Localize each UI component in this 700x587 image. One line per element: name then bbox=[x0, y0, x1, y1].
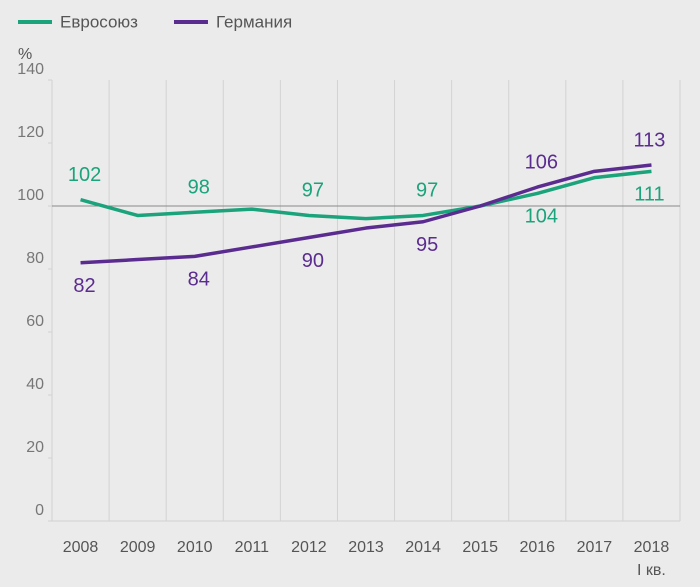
legend-label: Евросоюз bbox=[60, 12, 138, 31]
data-label: 97 bbox=[302, 180, 324, 202]
annotation: I кв. bbox=[637, 562, 666, 579]
line-series bbox=[80, 163, 652, 265]
data-label: 104 bbox=[525, 206, 558, 228]
y-tick-label: 140 bbox=[17, 61, 44, 78]
x-tick-label: 2014 bbox=[405, 539, 441, 556]
x-tick-label: 2008 bbox=[63, 539, 99, 556]
data-label: 90 bbox=[302, 250, 324, 272]
y-axis-label: % bbox=[18, 46, 32, 63]
data-label: 113 bbox=[634, 129, 666, 151]
x-tick-label: 2018 bbox=[634, 539, 670, 556]
data-label: 84 bbox=[188, 269, 210, 291]
x-tick-label: 2013 bbox=[348, 539, 384, 556]
y-tick-label: 80 bbox=[26, 250, 44, 267]
x-tick-label: 2016 bbox=[519, 539, 555, 556]
data-label: 102 bbox=[68, 164, 101, 186]
x-tick-label: 2012 bbox=[291, 539, 327, 556]
y-tick-label: 60 bbox=[26, 313, 44, 330]
y-tick-label: 40 bbox=[26, 376, 44, 393]
x-tick-label: 2017 bbox=[577, 539, 613, 556]
y-tick-label: 0 bbox=[35, 502, 44, 519]
x-tick-label: 2015 bbox=[462, 539, 498, 556]
data-label: 106 bbox=[525, 151, 558, 173]
y-tick-label: 100 bbox=[17, 187, 44, 204]
x-tick-label: 2011 bbox=[235, 539, 270, 556]
data-label: 111 bbox=[634, 184, 664, 206]
legend-label: Германия bbox=[216, 12, 292, 31]
data-label: 95 bbox=[416, 234, 438, 256]
data-label: 82 bbox=[73, 275, 95, 297]
y-tick-label: 20 bbox=[26, 439, 44, 456]
x-tick-label: 2009 bbox=[120, 539, 156, 556]
x-tick-label: 2010 bbox=[177, 539, 213, 556]
y-tick-label: 120 bbox=[17, 124, 44, 141]
data-label: 98 bbox=[188, 177, 210, 199]
data-label: 97 bbox=[416, 180, 438, 202]
line-series bbox=[80, 169, 652, 221]
